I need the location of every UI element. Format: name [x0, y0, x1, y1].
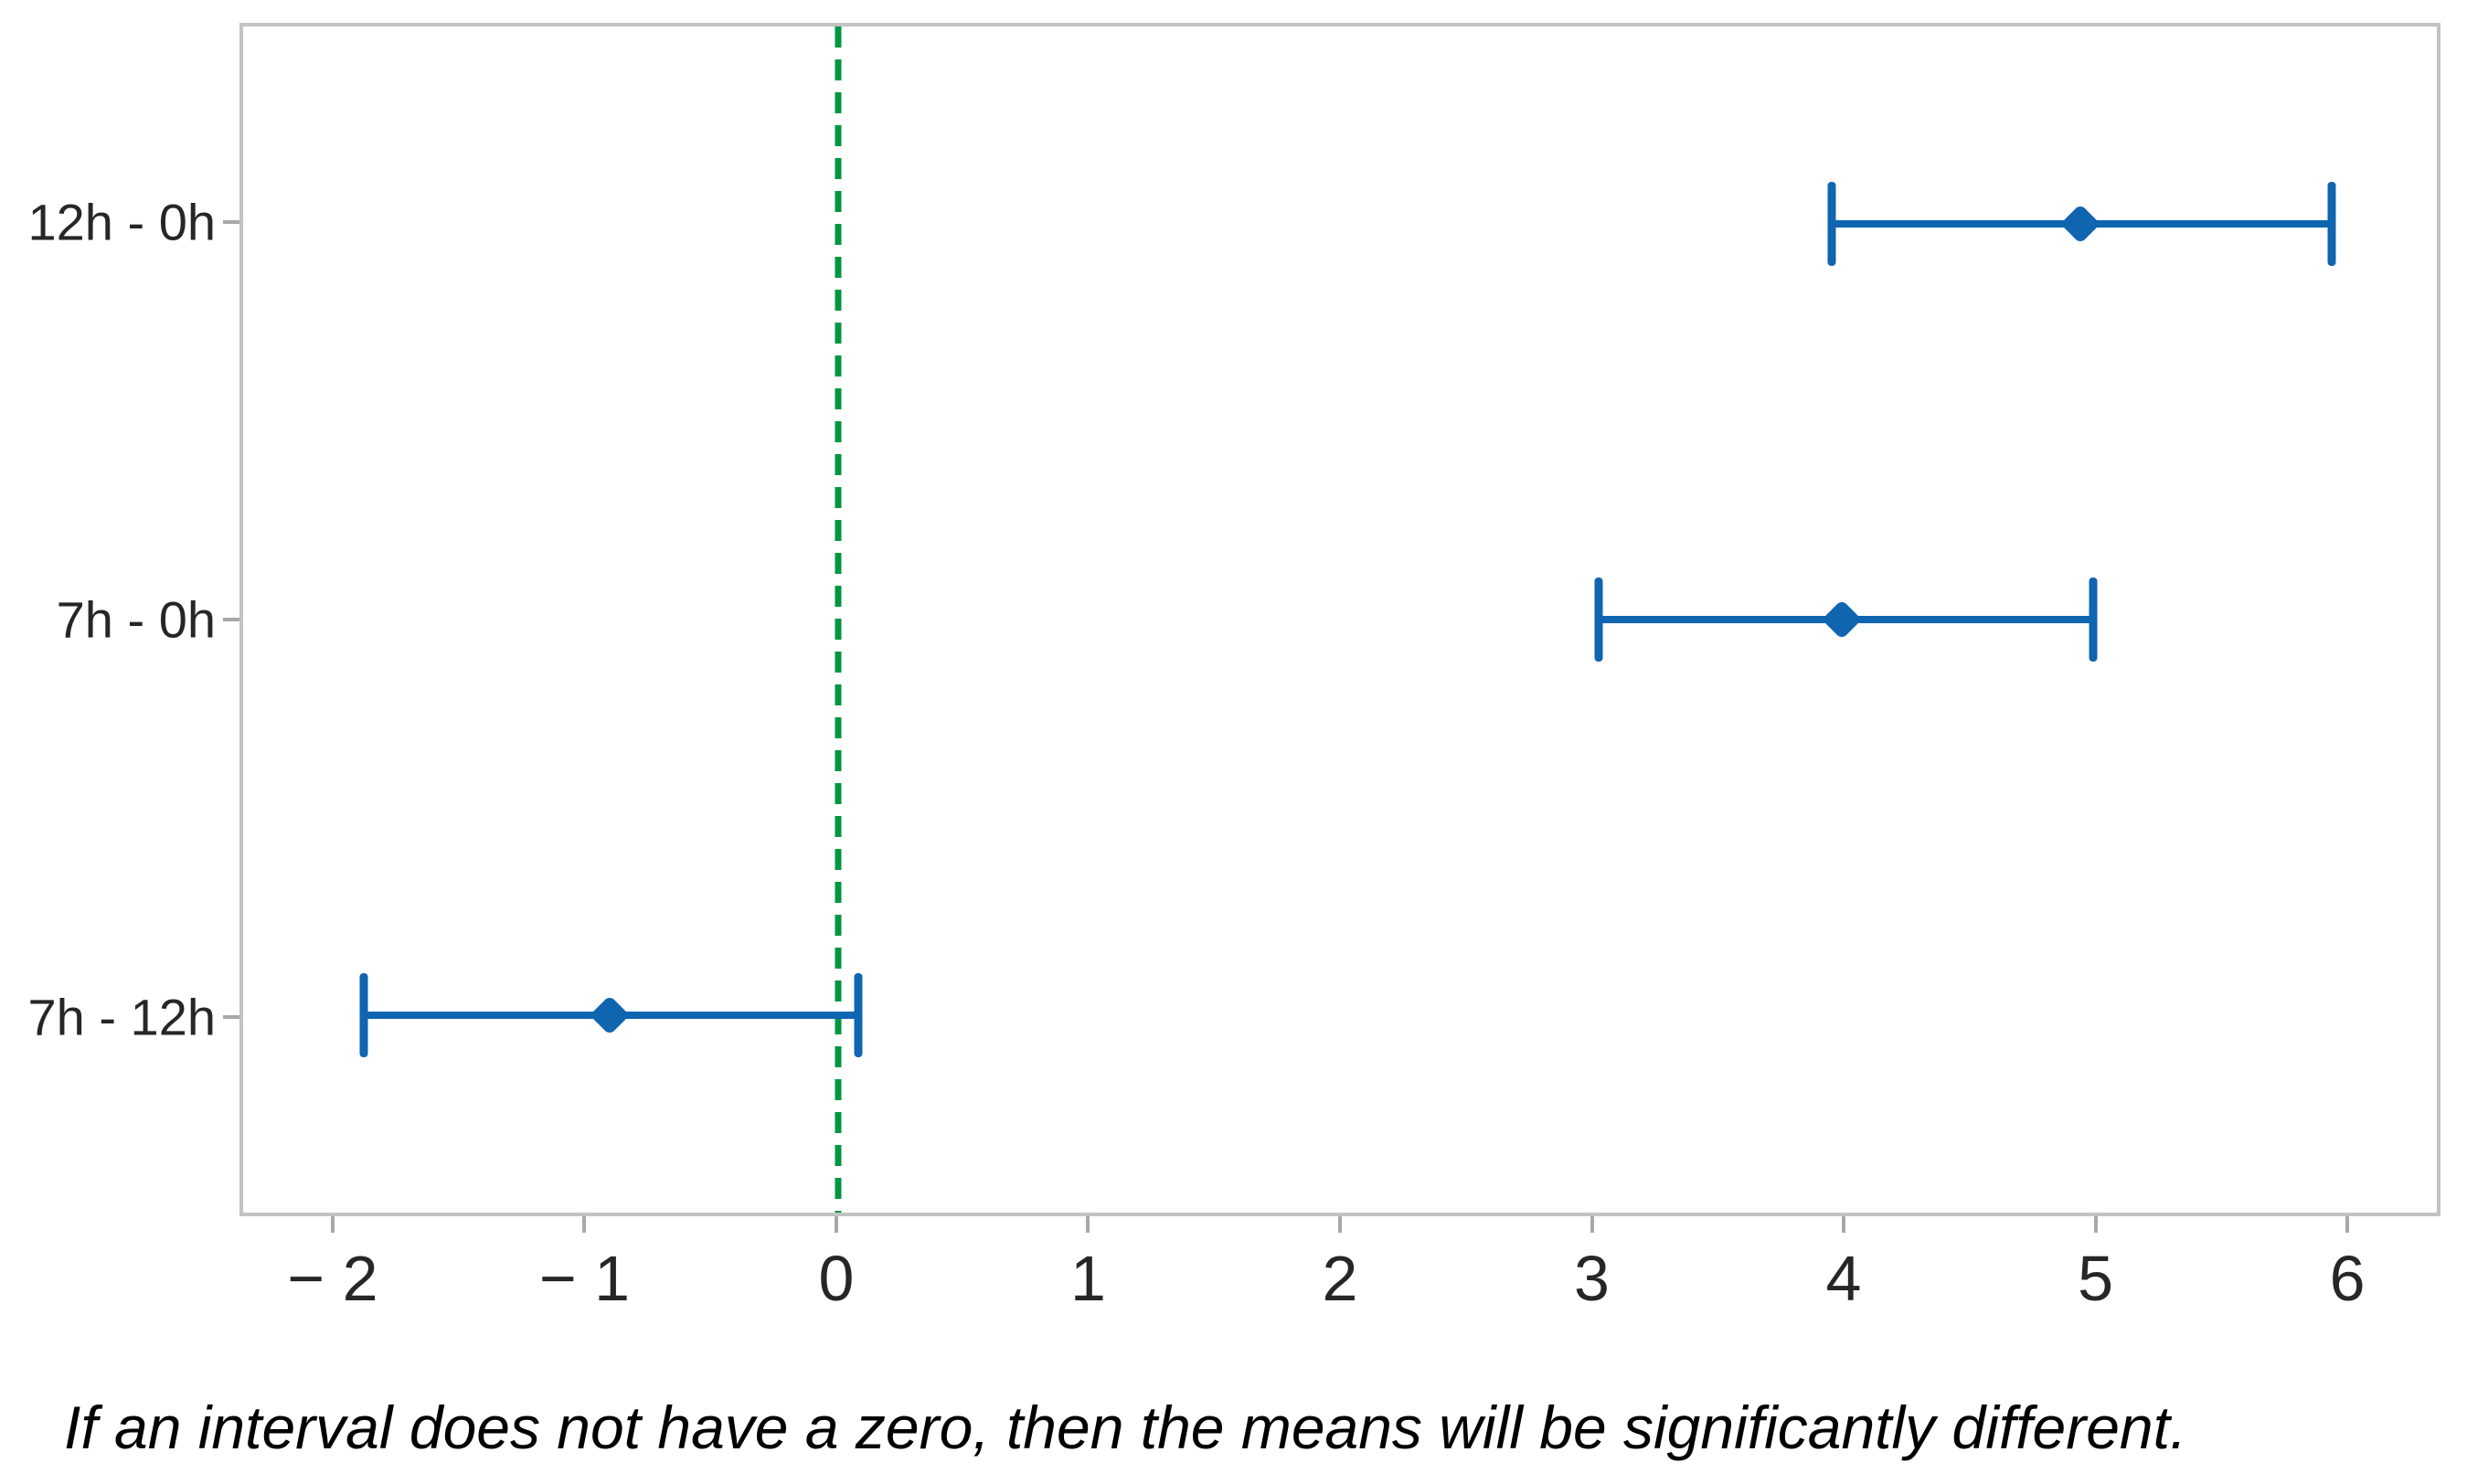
x-tick-mark: [1086, 1216, 1090, 1233]
mean-difference-marker: [1822, 599, 1863, 640]
y-tick-label: 7h - 12h: [27, 988, 217, 1046]
y-tick-label: 12h - 0h: [27, 193, 217, 251]
x-tick-mark: [1590, 1216, 1594, 1233]
chart-caption: If an interval does not have a zero, the…: [64, 1394, 2187, 1461]
ci-lower-cap: [1827, 182, 1836, 267]
y-axis: 12h - 0h 7h - 0h 7h - 12h: [0, 23, 239, 1216]
x-tick-label: 4: [1825, 1243, 1862, 1314]
ci-upper-cap: [2089, 578, 2098, 662]
x-axis: − 2 − 1 0 1 2 3 4 5 6: [239, 1216, 2440, 1362]
x-tick-label: 0: [818, 1243, 855, 1314]
x-tick-label: 3: [1574, 1243, 1610, 1314]
x-tick-mark: [582, 1216, 587, 1233]
x-tick-mark: [330, 1216, 335, 1233]
ci-lower-cap: [359, 972, 368, 1057]
zero-reference-line: [835, 26, 842, 1213]
x-tick-label: 1: [1070, 1243, 1106, 1314]
x-tick-label: 6: [2329, 1243, 2366, 1314]
mean-difference-marker: [589, 994, 630, 1035]
ci-upper-cap: [854, 972, 863, 1057]
ci-lower-cap: [1594, 578, 1603, 662]
y-tick-mark: [223, 618, 239, 621]
y-tick-mark: [223, 219, 239, 224]
x-tick-mark: [1842, 1216, 1846, 1233]
x-tick-mark: [2345, 1216, 2350, 1233]
y-tick-label: 7h - 0h: [56, 590, 216, 649]
x-tick-label: 2: [1322, 1243, 1358, 1314]
mean-difference-marker: [2060, 204, 2100, 245]
x-tick-mark: [834, 1216, 838, 1233]
x-tick-label: − 2: [287, 1243, 378, 1314]
x-tick-mark: [1338, 1216, 1342, 1233]
y-tick-mark: [223, 1015, 239, 1020]
x-tick-label: − 1: [538, 1243, 631, 1314]
ci-upper-cap: [2327, 182, 2336, 267]
plot-area: [239, 23, 2440, 1216]
x-tick-mark: [2093, 1216, 2098, 1233]
x-tick-label: 5: [2078, 1243, 2113, 1314]
